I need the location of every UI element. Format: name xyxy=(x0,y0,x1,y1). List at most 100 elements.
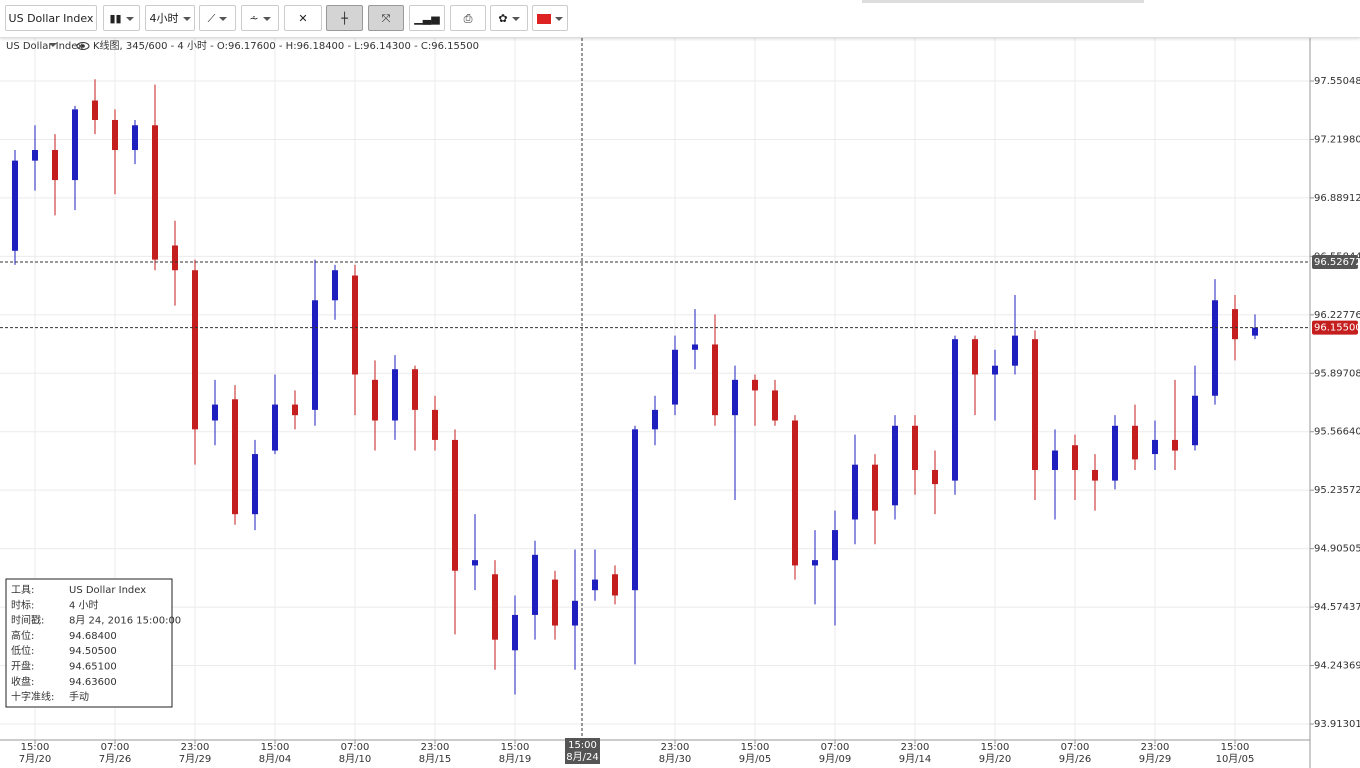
candle-body xyxy=(632,429,638,591)
info-value: US Dollar Index xyxy=(69,585,146,596)
x-tick-time: 23:00 xyxy=(421,742,450,753)
clear-button[interactable]: ✕ xyxy=(284,5,322,31)
candle-body xyxy=(492,574,498,640)
eye-icon[interactable] xyxy=(76,42,90,50)
candle-body xyxy=(1012,335,1018,366)
candle-body xyxy=(132,125,138,151)
candle-body xyxy=(172,245,178,271)
line-tool-button[interactable]: ⟋ xyxy=(199,5,236,31)
x-tick-time: 23:00 xyxy=(661,742,690,753)
candle-body xyxy=(12,160,18,251)
candle-body xyxy=(952,339,958,481)
y-tick-label: 96.22776 xyxy=(1314,310,1360,321)
candle-body xyxy=(572,600,578,626)
price-label: 96.15500 xyxy=(1314,323,1360,334)
chart-subtitle: K线图, 345/600 - 4 小时 - O:96.17600 - H:96.… xyxy=(93,39,479,52)
y-tick-label: 95.56640 xyxy=(1314,427,1360,438)
candle-body xyxy=(72,109,78,181)
candle-body xyxy=(1192,395,1198,446)
x-tick-time: 15:00 xyxy=(21,742,50,753)
candle-body xyxy=(292,404,298,416)
info-value: 94.68400 xyxy=(69,631,117,642)
candle-body xyxy=(192,270,198,430)
x-tick-label: 7月/20 xyxy=(19,753,51,765)
y-tick-label: 95.23572 xyxy=(1314,485,1360,496)
candle-body xyxy=(1152,439,1158,455)
candle-body xyxy=(272,404,278,451)
settings-button[interactable]: ✿ xyxy=(490,5,528,31)
candle-body xyxy=(832,530,838,561)
timeframe-select[interactable]: 4小时 xyxy=(145,5,195,31)
candle-body xyxy=(332,270,338,301)
info-label: 高位: xyxy=(11,629,34,642)
candle-body xyxy=(392,369,398,421)
info-label: 时间戳: xyxy=(11,614,44,627)
x-tick-label: 9月/14 xyxy=(899,753,931,765)
chart-title: US Dollar Index xyxy=(6,41,83,52)
candle-body xyxy=(652,409,658,430)
y-tick-label: 97.21980 xyxy=(1314,134,1360,145)
info-value: 94.65100 xyxy=(69,662,117,673)
candle-body xyxy=(932,469,938,485)
candle-body xyxy=(872,464,878,511)
info-label: 十字准线: xyxy=(11,690,54,703)
plot-area xyxy=(0,38,1310,740)
y-tick-label: 97.55048 xyxy=(1314,76,1360,87)
candle-body xyxy=(52,150,58,181)
candle-body xyxy=(1252,327,1258,336)
candle-body xyxy=(812,560,818,566)
x-tick-time: 15:00 xyxy=(261,742,290,753)
candle-body xyxy=(1172,439,1178,451)
candle-body xyxy=(972,339,978,375)
candle-body xyxy=(772,390,778,421)
candle-body xyxy=(732,379,738,416)
x-tick-label: 8月/30 xyxy=(659,753,691,765)
x-tick-label: 9月/29 xyxy=(1139,753,1171,765)
candle-body xyxy=(532,554,538,615)
y-tick-label: 93.91301 xyxy=(1314,719,1360,730)
candle-body xyxy=(552,579,558,626)
candle-body xyxy=(352,275,358,375)
candle-body xyxy=(1052,450,1058,470)
instrument-select[interactable]: US Dollar Index xyxy=(5,5,97,47)
candle-body xyxy=(452,439,458,571)
crosshair-button[interactable]: ┼ xyxy=(326,5,363,31)
candle-body xyxy=(92,100,98,120)
timeframe: 4小时 xyxy=(149,12,179,25)
crosshair-label: 15:00 8月/24 xyxy=(565,738,600,764)
language-button[interactable] xyxy=(532,5,568,31)
x-tick-time: 07:00 xyxy=(821,742,850,753)
chart-type-button[interactable]: ▮▮ xyxy=(103,5,140,31)
candle-body xyxy=(512,614,518,651)
x-tick-label: 9月/09 xyxy=(819,753,851,765)
x-tick-time: 15:00 xyxy=(501,742,530,753)
crosshair-time: 15:00 xyxy=(568,740,597,751)
x-tick-label: 9月/05 xyxy=(739,753,771,765)
info-value: 8月 24, 2016 15:00:00 xyxy=(69,615,181,627)
candle-body xyxy=(432,409,438,440)
candle-body xyxy=(372,379,378,421)
x-tick-label: 8月/10 xyxy=(339,753,371,765)
x-tick-label: 7月/29 xyxy=(179,753,211,765)
candle-body xyxy=(792,420,798,566)
print-button[interactable]: ⎙ xyxy=(450,5,486,31)
x-tick-time: 15:00 xyxy=(981,742,1010,753)
candle-body xyxy=(612,574,618,596)
candle-body xyxy=(712,344,718,416)
x-tick-label: 8月/15 xyxy=(419,753,451,765)
candle-body xyxy=(1072,445,1078,470)
y-tick-label: 95.89708 xyxy=(1314,368,1360,379)
y-tick-label: 94.24369 xyxy=(1314,661,1360,672)
fullscreen-button[interactable]: ⤧ xyxy=(368,5,404,31)
candle-body xyxy=(912,425,918,470)
x-tick-label: 10月/05 xyxy=(1216,753,1255,765)
candle-body xyxy=(692,344,698,350)
indicator-button[interactable]: ⩪ xyxy=(241,5,279,31)
candle-body xyxy=(472,560,478,566)
x-tick-time: 23:00 xyxy=(181,742,210,753)
x-tick-time: 07:00 xyxy=(101,742,130,753)
volume-button[interactable]: ▁▃▅ xyxy=(409,5,445,31)
candle-body xyxy=(592,579,598,591)
